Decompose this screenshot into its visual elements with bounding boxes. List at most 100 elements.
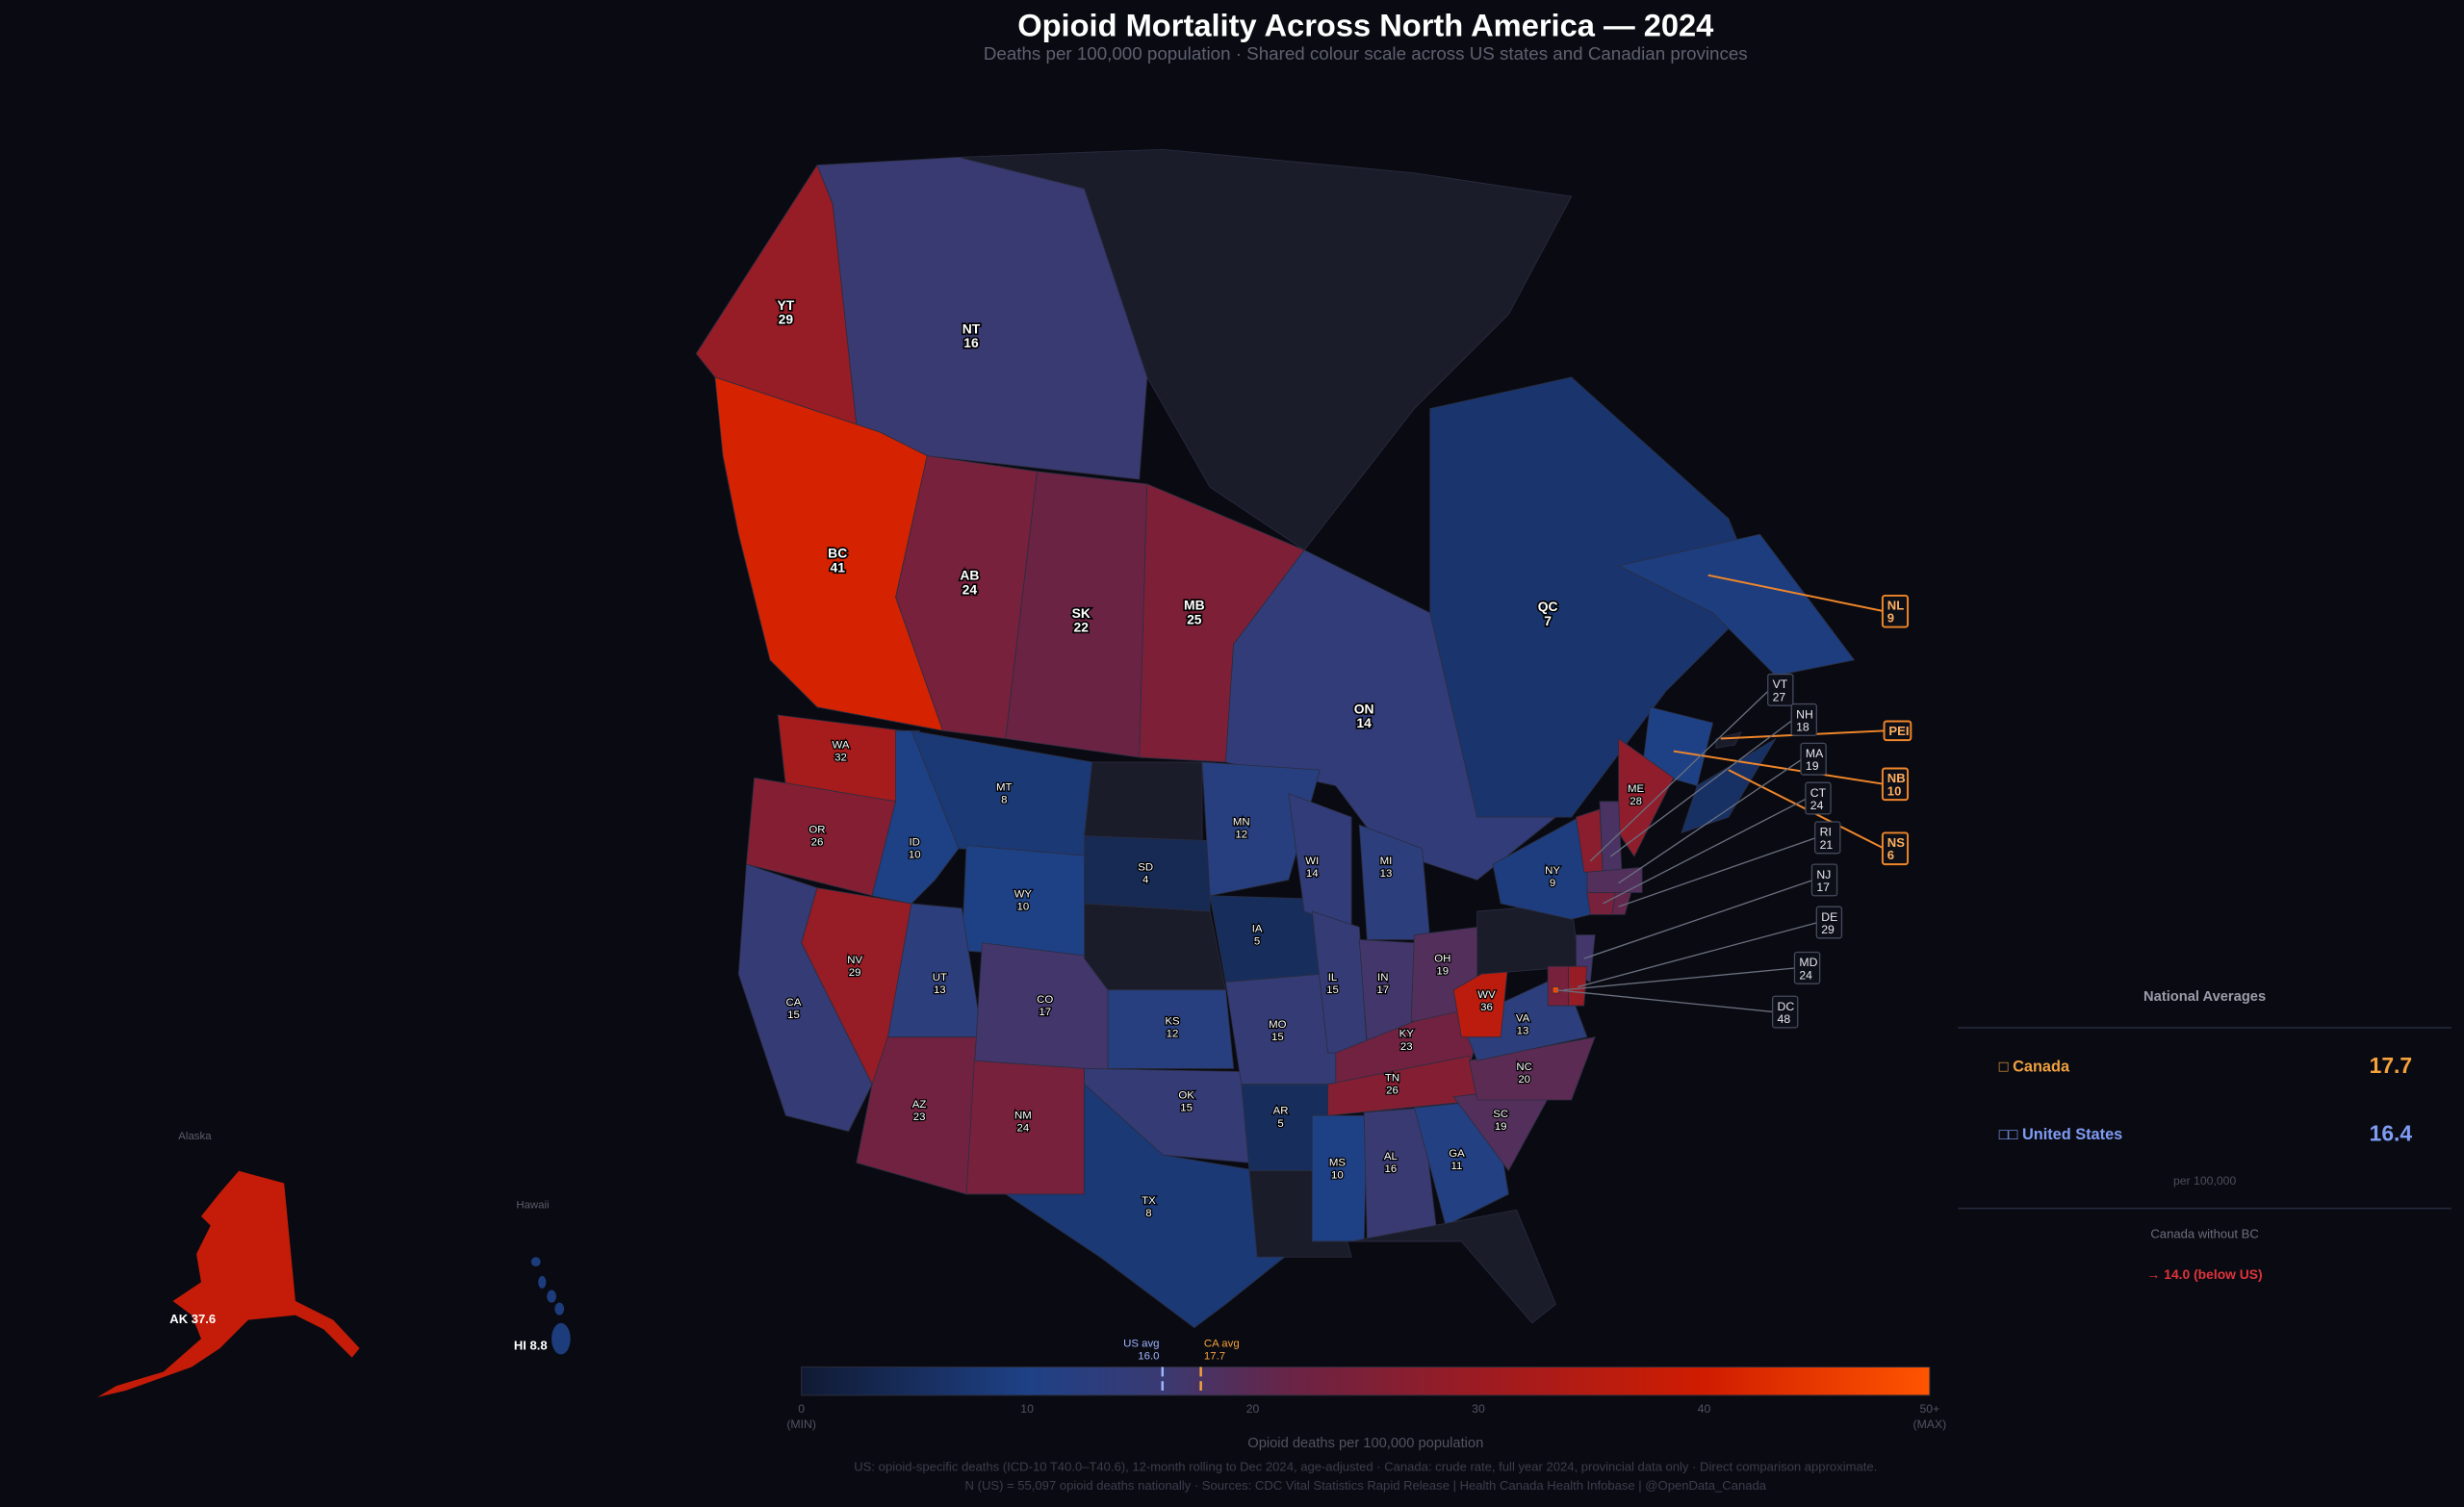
region-code-label: SK [1072,605,1091,621]
region-FL[interactable] [1351,1209,1556,1324]
region-AZ[interactable] [856,1036,983,1195]
leader-line-RI [1618,836,1817,907]
region-NE[interactable] [1084,903,1226,991]
region-value-label: 19 [1436,965,1449,977]
region-value-label: 15 [1271,1032,1284,1043]
region-value-label: 29 [1821,923,1835,936]
region-value-label: 10 [909,850,921,861]
region-code-label: NM [1014,1111,1032,1122]
region-RI[interactable] [1611,892,1632,915]
region-DC[interactable] [1552,986,1559,994]
region-code-label: VT [1773,677,1788,691]
region-MD[interactable] [1547,965,1569,1007]
leader-line-MD [1563,967,1797,991]
region-QC[interactable] [1429,376,1761,818]
region-value-label: 27 [1773,690,1786,703]
callout-box-MA [1800,742,1827,776]
region-value-label: 25 [1187,611,1202,626]
region-value-label: 16 [1385,1163,1398,1175]
region-code-label: MS [1329,1158,1347,1169]
region-NH[interactable] [1599,801,1623,873]
leader-line-DC [1555,989,1775,1013]
region-value-label: 5 [1254,935,1260,947]
region-value-label: 29 [779,311,794,326]
region-value-label: 15 [787,1009,800,1021]
region-HI[interactable] [530,1257,571,1355]
region-value-label: 36 [1480,1002,1493,1013]
region-value-label: 8 [1001,794,1007,805]
region-code-label: MA [1806,747,1824,760]
region-value-label: 15 [1180,1102,1193,1113]
region-ND[interactable] [1084,761,1203,842]
region-value-label: 21 [1820,838,1834,852]
region-AK[interactable] [97,1170,360,1397]
region-PEI[interactable] [1715,731,1742,749]
hawaii-label: HI 8.8 [514,1339,548,1353]
region-KS[interactable] [1107,989,1235,1069]
alaska-label: AK 37.6 [169,1312,216,1326]
region-AB[interactable] [895,455,1039,739]
region-code-label: KS [1165,1016,1180,1028]
region-value-label: 13 [934,984,946,996]
region-value-label: 14 [1356,715,1372,730]
region-NU[interactable] [958,148,1573,551]
region-code-label: OH [1434,953,1450,964]
region-NL[interactable] [1617,533,1856,677]
region-MA[interactable] [1586,866,1643,893]
region-code-label: NJ [1816,868,1831,881]
region-code-label: WA [832,739,849,751]
region-value-label: 15 [1326,984,1339,996]
region-NS[interactable] [1681,738,1777,834]
region-BC[interactable] [714,376,944,731]
region-IA[interactable] [1209,895,1321,983]
leader-line-NB [1673,750,1885,785]
region-code-label: QC [1538,599,1558,614]
region-value-label: 11 [1451,1161,1463,1172]
colorbar-tick: 10 [1020,1402,1034,1416]
leader-line-DE [1578,921,1819,988]
region-code-label: WI [1305,856,1319,867]
region-code-label: NT [962,320,981,336]
region-code-label: OK [1178,1089,1194,1101]
us-average-value: 16.4 [2370,1120,2413,1145]
region-code-label: AZ [912,1099,927,1111]
canada-without-bc-value: → 14.0 (below US) [2147,1266,2263,1282]
callout-box-NL [1881,594,1910,628]
hawaii-inset: Hawaii HI 8.8 [514,1200,571,1355]
region-NY[interactable] [1492,816,1604,920]
colorbar-tick: 20 [1246,1402,1260,1416]
region-code-label: NB [1887,771,1906,785]
callout-box-RI [1814,821,1841,855]
region-DE[interactable] [1567,965,1588,1007]
region-code-label: MI [1380,856,1393,867]
region-value-label: 12 [1235,829,1247,840]
region-labels: YT29NT16BC41AB24SK22MB25ON14QC7NL9PEINB1… [776,295,1912,1220]
region-value-label: 9 [1550,878,1555,889]
region-OK[interactable] [1084,1067,1250,1163]
region-value-label: 13 [1517,1025,1529,1036]
region-code-label: DC [1778,1000,1795,1013]
region-code-label: ID [910,837,920,849]
region-code-label: GA [1449,1148,1465,1160]
colorbar-min-note: (MIN) [786,1418,816,1431]
region-CT[interactable] [1586,892,1616,915]
region-code-label: BC [828,546,847,561]
region-value-label: 19 [1806,759,1819,773]
leader-line-CT [1603,797,1808,905]
region-NC[interactable] [1469,1036,1596,1101]
region-value-label: 24 [962,581,978,597]
region-code-label: IA [1252,923,1263,934]
leader-line-NH [1610,719,1794,857]
unit-note: per 100,000 [2173,1174,2237,1188]
region-value-label: 10 [1017,901,1030,912]
region-value-label: 7 [1544,613,1552,628]
region-value-label: 28 [1630,796,1642,807]
region-value-label: 8 [1145,1208,1151,1219]
alaska-inset: Alaska AK 37.6 [97,1131,360,1397]
leader-line-MA [1618,758,1804,884]
region-code-label: AR [1273,1106,1289,1117]
region-code-label: RI [1820,826,1832,839]
region-value-label: 9 [1887,611,1894,626]
region-code-label: VA [1516,1012,1530,1024]
hawaii-title: Hawaii [516,1200,549,1212]
